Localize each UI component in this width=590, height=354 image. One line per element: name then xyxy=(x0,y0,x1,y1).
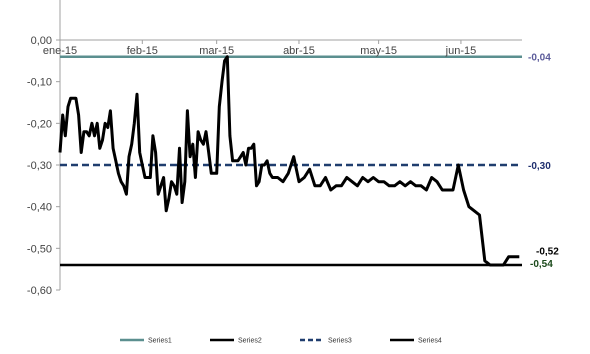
x-tick-label: mar-15 xyxy=(199,45,234,57)
end-value-label: -0,54 xyxy=(530,259,553,270)
x-tick-label: abr-15 xyxy=(283,45,315,57)
y-tick-label: -0,60 xyxy=(27,285,52,297)
y-tick-label: -0,30 xyxy=(27,160,52,172)
legend: Series1 Series2 Series3 Series4 xyxy=(120,338,442,345)
x-tick-label: jun-15 xyxy=(445,45,477,57)
legend-label-series1: Series1 xyxy=(148,338,172,345)
x-tick-label: may-15 xyxy=(360,45,397,57)
end-labels: -0,04 -0,30 -0,52-0,54 xyxy=(528,53,559,270)
y-tick-label: 0,00 xyxy=(31,35,52,47)
y-tick-label: -0,10 xyxy=(27,77,52,89)
x-tick-label: ene-15 xyxy=(43,45,77,57)
series-layer xyxy=(58,55,522,267)
y-tick-label: -0,20 xyxy=(27,118,52,130)
legend-label-series2: Series2 xyxy=(238,338,262,345)
end-value-label: -0,52 xyxy=(536,247,559,258)
end-value-label: -0,30 xyxy=(528,161,551,172)
series-line-series4 xyxy=(58,55,520,267)
y-axis-ticks: 0,00 -0,10 -0,20 -0,30 -0,40 -0,50 -0,60 xyxy=(27,35,60,297)
y-tick-label: -0,40 xyxy=(27,202,52,214)
end-value-label: -0,04 xyxy=(528,53,551,64)
legend-label-series4: Series4 xyxy=(418,338,442,345)
y-tick-label: -0,50 xyxy=(27,243,52,255)
chart-axes xyxy=(59,0,522,290)
x-axis-ticks: ene-15 feb-15 mar-15 abr-15 may-15 jun-15 xyxy=(43,40,476,57)
x-tick-label: feb-15 xyxy=(127,45,158,57)
legend-label-series3: Series3 xyxy=(328,338,352,345)
